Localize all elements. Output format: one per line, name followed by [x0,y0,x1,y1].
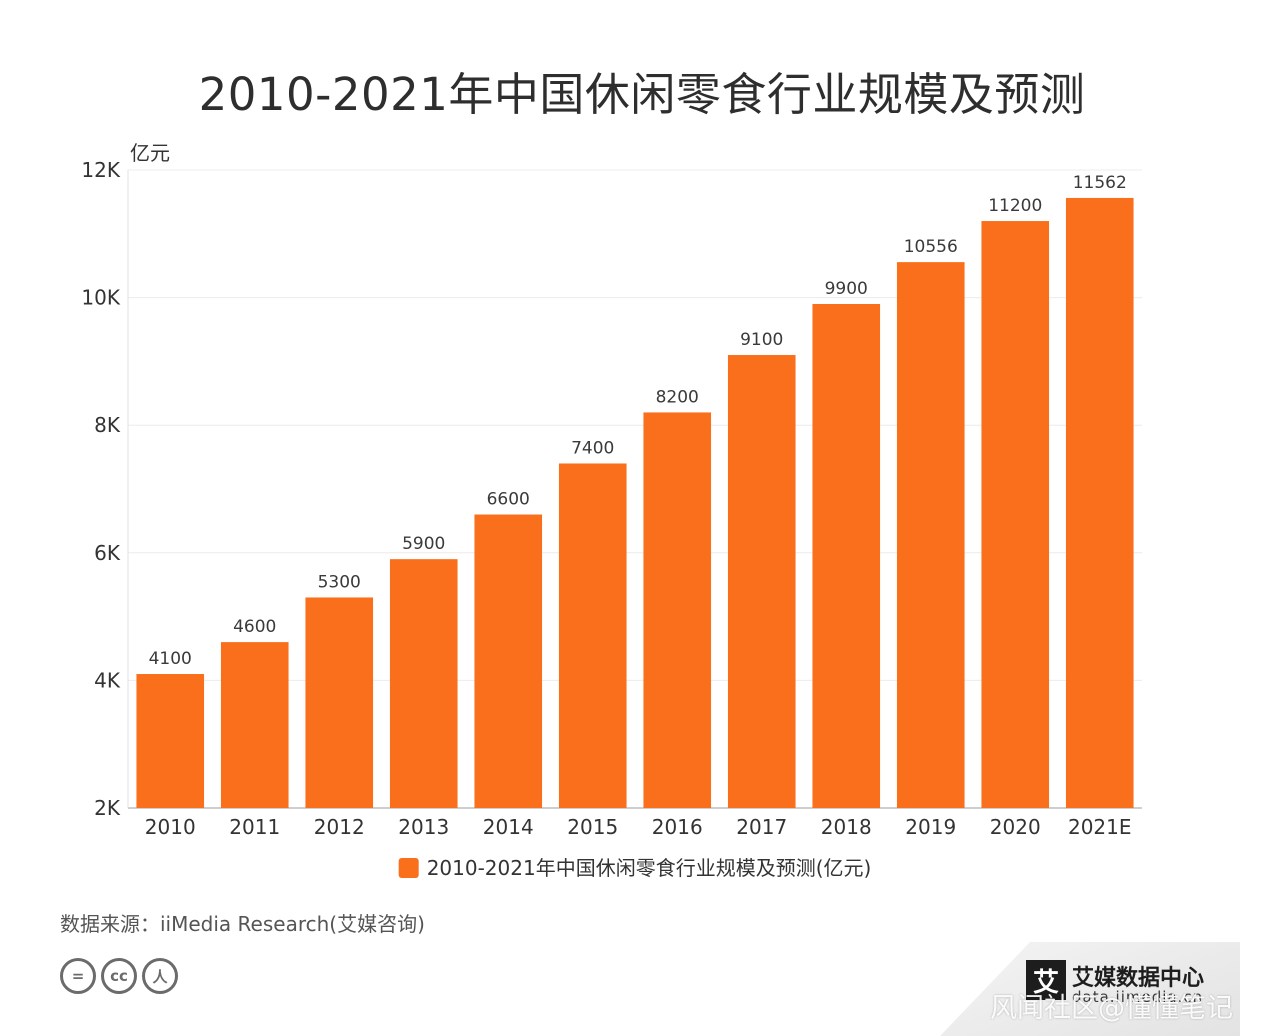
data-label: 5900 [402,534,445,554]
x-tick-label: 2010 [145,815,196,839]
bar [896,262,965,808]
y-tick-label: 8K [94,413,121,437]
gridlines [128,169,1142,809]
data-label: 10556 [904,237,958,257]
legend: 2010-2021年中国休闲零食行业规模及预测(亿元) [398,856,872,880]
bar [981,221,1050,809]
x-tick-label: 2015 [567,815,618,839]
bar [558,463,627,808]
watermark: 风闻社区@懂懂笔记 [990,993,1233,1024]
equals-icon: = [60,958,96,994]
bar [1065,197,1134,808]
x-tick-label: 2011 [229,815,280,839]
chart-title: 2010-2021年中国休闲零食行业规模及预测 [198,68,1086,121]
cc-icon: cc [101,958,137,994]
person-icon: 人 [142,958,178,994]
data-label: 7400 [571,438,614,458]
x-tick-label: 2013 [398,815,449,839]
y-axis-unit: 亿元 [130,141,170,165]
y-tick-label: 6K [94,541,121,565]
bar [474,514,543,808]
brand-name: 艾媒数据中心 [1072,966,1205,991]
data-label: 4600 [233,617,276,637]
data-label: 8200 [656,387,699,407]
x-tick-label: 2016 [652,815,703,839]
bar [220,642,289,808]
x-tick-label: 2020 [990,815,1041,839]
data-labels: 4100 4600 5300 5900 6600 7400 8200 9100 9900 1055… [149,173,1127,669]
y-tick-label: 10K [81,286,120,310]
data-label: 11562 [1073,173,1127,193]
data-label: 9900 [825,279,868,299]
data-label: 9100 [740,330,783,350]
data-label: 4100 [149,649,192,669]
x-tick-label: 2014 [483,815,534,839]
x-axis: 2010 2011 2012 2013 2014 2015 2016 2017 2018 2019… [145,815,1132,839]
y-axis: 2K 4K 6K 8K 10K 12K 亿元 [81,141,170,820]
license-icons: = cc 人 [60,958,178,994]
bar [305,597,374,808]
y-tick-label: 2K [94,796,121,820]
brand-url: data.iimedia.cn [1072,988,1204,1006]
x-tick-label: 2017 [736,815,787,839]
bar [136,674,205,808]
bar [389,559,458,808]
data-label: 5300 [318,572,361,592]
x-tick-label: 2021E [1068,815,1132,839]
brand-logo-icon: 艾 [1026,960,1066,1000]
legend-label: 2010-2021年中国休闲零食行业规模及预测(亿元) [427,856,872,880]
bar [643,412,712,808]
legend-swatch [398,858,419,878]
x-tick-label: 2019 [905,815,956,839]
source-note: 数据来源：iiMedia Research(艾媒咨询) [60,912,425,936]
y-tick-label: 4K [94,668,121,692]
bars [136,197,1134,809]
y-tick-label: 12K [81,158,120,182]
x-tick-label: 2012 [314,815,365,839]
bar [727,355,796,808]
bar [812,303,881,808]
x-tick-label: 2018 [821,815,872,839]
data-label: 6600 [487,490,530,510]
data-label: 11200 [988,196,1042,216]
